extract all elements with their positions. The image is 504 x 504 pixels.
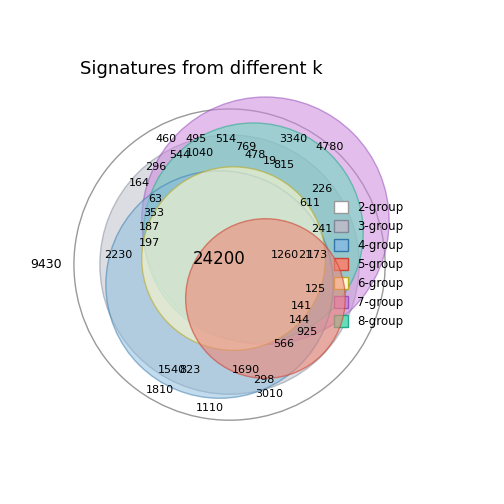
- Text: 823: 823: [179, 365, 200, 375]
- Circle shape: [142, 167, 325, 350]
- Circle shape: [106, 171, 333, 398]
- Text: 187: 187: [139, 222, 160, 232]
- Text: 19: 19: [263, 156, 277, 166]
- Circle shape: [185, 219, 345, 379]
- Text: 3010: 3010: [256, 389, 283, 399]
- Text: 611: 611: [299, 198, 320, 208]
- Text: 21: 21: [298, 249, 312, 260]
- Text: 1040: 1040: [185, 148, 214, 158]
- Text: 544: 544: [169, 150, 191, 160]
- Text: 353: 353: [143, 208, 164, 218]
- Text: 241: 241: [310, 224, 332, 234]
- Text: 24200: 24200: [193, 249, 246, 268]
- Text: 298: 298: [253, 375, 274, 386]
- Text: 4780: 4780: [315, 142, 343, 152]
- Text: 63: 63: [149, 194, 163, 204]
- Text: 1810: 1810: [146, 385, 174, 395]
- Text: 566: 566: [273, 339, 294, 349]
- Legend: 2-group, 3-group, 4-group, 5-group, 6-group, 7-group, 8-group: 2-group, 3-group, 4-group, 5-group, 6-gr…: [330, 198, 407, 332]
- Text: 3340: 3340: [279, 134, 307, 144]
- Text: 125: 125: [305, 284, 326, 293]
- Text: 296: 296: [145, 162, 166, 172]
- Text: 769: 769: [235, 142, 256, 152]
- Text: 164: 164: [129, 178, 150, 188]
- Text: 173: 173: [307, 249, 328, 260]
- Circle shape: [100, 135, 359, 394]
- Text: 1690: 1690: [231, 365, 260, 375]
- Text: 495: 495: [185, 134, 206, 144]
- Title: Signatures from different k: Signatures from different k: [80, 60, 323, 78]
- Text: 144: 144: [289, 316, 310, 326]
- Text: 1540: 1540: [158, 365, 186, 375]
- Text: 197: 197: [139, 238, 160, 247]
- Text: 9430: 9430: [30, 258, 62, 271]
- Text: 1260: 1260: [271, 249, 299, 260]
- Text: 226: 226: [310, 184, 332, 194]
- Text: 460: 460: [155, 134, 176, 144]
- Text: 141: 141: [291, 301, 312, 311]
- Text: 2230: 2230: [104, 249, 132, 260]
- Circle shape: [144, 123, 363, 342]
- Text: 1110: 1110: [196, 403, 224, 413]
- Text: 815: 815: [273, 160, 294, 170]
- Circle shape: [142, 97, 389, 344]
- Text: 514: 514: [215, 134, 236, 144]
- Text: 478: 478: [245, 150, 266, 160]
- Text: 925: 925: [297, 328, 318, 338]
